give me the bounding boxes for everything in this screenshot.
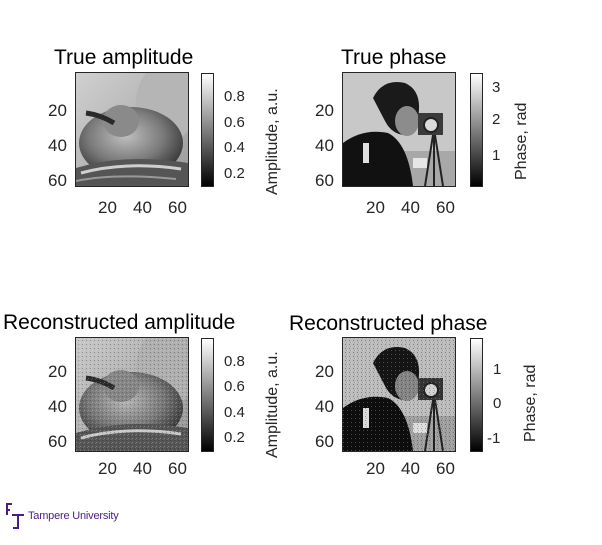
colorbar-tick: 0.4 (224, 139, 245, 156)
y-tick-label: 40 (48, 136, 67, 155)
y-tick-label: 20 (315, 101, 334, 120)
colorbar-tick: 0 (493, 395, 502, 412)
colorbar-tick: 0.4 (224, 404, 245, 421)
colorbar-tick: -1 (487, 430, 501, 447)
colorbar-tick: 2 (492, 111, 501, 128)
phase-image (342, 72, 456, 187)
logo-text: Tampere University (28, 510, 119, 522)
y-tick-label: 20 (48, 101, 67, 120)
colorbar-tick: 0.2 (224, 429, 245, 446)
colorbar-tick: 0.8 (224, 88, 245, 105)
colorbar-tick: 3 (492, 79, 501, 96)
y-tick-label: 20 (315, 362, 334, 381)
panel-title: Reconstructed amplitude (3, 311, 236, 334)
colorbar-label: Phase, rad (522, 364, 539, 442)
peppers-image (76, 338, 188, 451)
amplitude-colorbar (201, 338, 214, 452)
panel-title: Reconstructed phase (289, 312, 488, 335)
colorbar-label: Amplitude, a.u. (264, 351, 281, 458)
y-tick-label: 60 (48, 432, 67, 451)
amplitude-colorbar (201, 73, 214, 187)
x-tick-label: 60 (168, 198, 187, 217)
x-tick-label: 60 (436, 459, 455, 478)
y-tick-label: 20 (48, 362, 67, 381)
colorbar-label: Phase, rad (513, 102, 530, 180)
x-tick-label: 40 (133, 459, 152, 478)
colorbar-label: Amplitude, a.u. (264, 88, 281, 195)
x-tick-label: 40 (401, 459, 420, 478)
x-tick-label: 20 (366, 459, 385, 478)
x-tick-label: 20 (98, 459, 117, 478)
cameraman-image (343, 73, 455, 186)
y-tick-label: 40 (315, 136, 334, 155)
panel-title: True phase (341, 46, 447, 69)
phase-image (342, 337, 456, 452)
y-tick-label: 40 (315, 397, 334, 416)
peppers-image (76, 73, 188, 186)
x-tick-label: 40 (133, 198, 152, 217)
phase-colorbar (470, 73, 483, 187)
colorbar-tick: 0.8 (224, 353, 245, 370)
y-tick-label: 60 (315, 171, 334, 190)
x-tick-label: 60 (168, 459, 187, 478)
phase-colorbar (470, 338, 483, 452)
y-tick-label: 60 (48, 171, 67, 190)
colorbar-tick: 0.2 (224, 165, 245, 182)
tampere-university-logo-icon (6, 503, 24, 529)
x-tick-label: 20 (98, 198, 117, 217)
x-tick-label: 60 (436, 198, 455, 217)
y-tick-label: 40 (48, 397, 67, 416)
cameraman-image (343, 338, 455, 451)
x-tick-label: 40 (401, 198, 420, 217)
colorbar-tick: 0.6 (224, 114, 245, 131)
colorbar-tick: 1 (493, 361, 502, 378)
amplitude-image (75, 337, 189, 452)
colorbar-tick: 0.6 (224, 378, 245, 395)
x-tick-label: 20 (366, 198, 385, 217)
y-tick-label: 60 (315, 432, 334, 451)
amplitude-image (75, 72, 189, 187)
colorbar-tick: 1 (492, 147, 501, 164)
tampere-university-logo: Tampere University (4, 499, 119, 533)
panel-title: True amplitude (54, 46, 194, 69)
